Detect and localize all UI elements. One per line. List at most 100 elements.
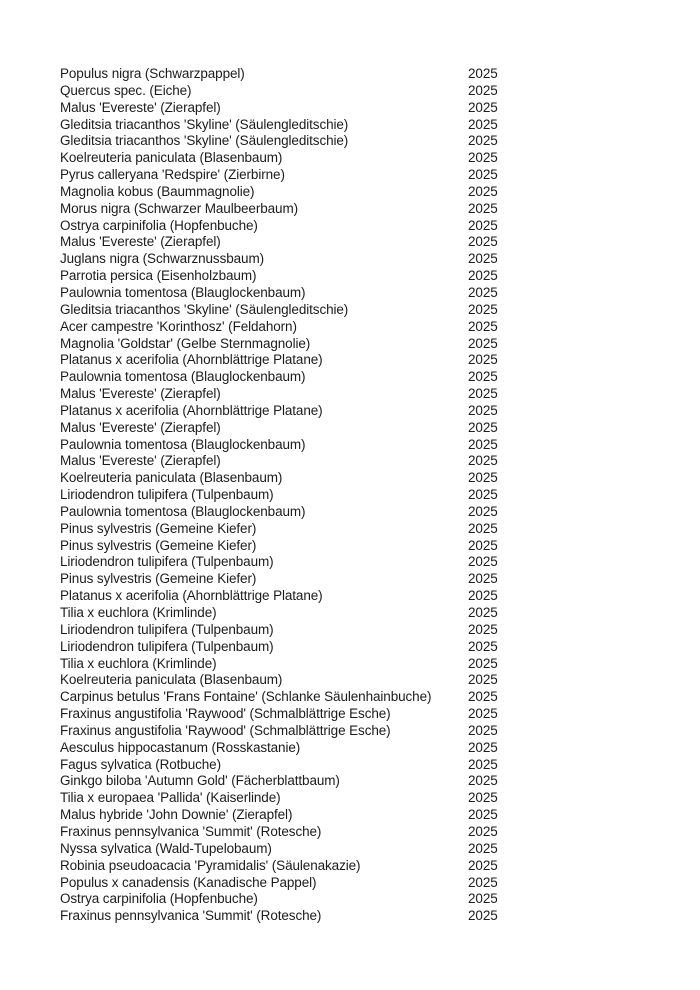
list-item: Pinus sylvestris (Gemeine Kiefer) 2025 (60, 538, 700, 555)
tree-name: Platanus x acerifolia (Ahornblättrige Pl… (60, 588, 323, 604)
tree-name: Paulownia tomentosa (Blauglockenbaum) (60, 369, 306, 385)
tree-name: Malus 'Evereste' (Zierapfel) (60, 419, 221, 435)
list-item: Paulownia tomentosa (Blauglockenbaum) 20… (60, 369, 700, 386)
tree-year: 2025 (468, 419, 498, 435)
list-item: Platanus x acerifolia (Ahornblättrige Pl… (60, 352, 700, 369)
tree-name: Tilia x euchlora (Krimlinde) (60, 605, 217, 620)
list-item: Magnolia kobus (Baummagnolie) 2025 (60, 184, 700, 201)
list-item: Tilia x euchlora (Krimlinde) 2025 (60, 605, 700, 622)
tree-year: 2025 (468, 82, 498, 98)
tree-year: 2025 (468, 621, 498, 637)
list-item: Fraxinus pennsylvanica 'Summit' (Rotesch… (60, 908, 700, 925)
tree-name: Platanus x acerifolia (Ahornblättrige Pl… (60, 402, 323, 418)
list-item: Pyrus calleryana 'Redspire' (Zierbirne) … (60, 167, 700, 184)
tree-year: 2025 (468, 183, 498, 199)
tree-year: 2025 (468, 470, 498, 486)
tree-name: Koelreuteria paniculata (Blasenbaum) (60, 470, 283, 486)
list-item: Parrotia persica (Eisenholzbaum) 2025 (60, 268, 700, 285)
tree-year: 2025 (468, 116, 498, 132)
tree-year: 2025 (468, 554, 498, 570)
list-item: Fraxinus angustifolia 'Raywood' (Schmalb… (60, 706, 700, 723)
list-item: Morus nigra (Schwarzer Maulbeerbaum) 202… (60, 201, 700, 218)
tree-year: 2025 (468, 66, 498, 81)
tree-name: Pinus sylvestris (Gemeine Kiefer) (60, 571, 257, 587)
tree-name: Ostrya carpinifolia (Hopfenbuche) (60, 891, 258, 907)
tree-year: 2025 (468, 571, 498, 587)
list-item: Liriodendron tulipifera (Tulpenbaum) 202… (60, 487, 700, 504)
tree-year: 2025 (468, 487, 498, 503)
tree-name: Aesculus hippocastanum (Rosskastanie) (60, 739, 301, 755)
list-item: Liriodendron tulipifera (Tulpenbaum) 202… (60, 639, 700, 656)
tree-year: 2025 (468, 402, 498, 418)
tree-name: Ostrya carpinifolia (Hopfenbuche) (60, 217, 258, 233)
tree-year: 2025 (468, 605, 498, 620)
tree-year: 2025 (468, 99, 498, 115)
tree-year: 2025 (468, 908, 498, 924)
tree-name: Fraxinus pennsylvanica 'Summit' (Rotesch… (60, 823, 322, 839)
list-item: Fagus sylvatica (Rotbuche) 2025 (60, 757, 700, 774)
tree-year: 2025 (468, 790, 498, 806)
tree-year: 2025 (468, 503, 498, 519)
tree-name: Koelreuteria paniculata (Blasenbaum) (60, 672, 283, 688)
tree-name: Robinia pseudoacacia 'Pyramidalis' (Säul… (60, 857, 361, 873)
tree-year: 2025 (468, 739, 498, 755)
list-item: Carpinus betulus 'Frans Fontaine' (Schla… (60, 689, 700, 706)
tree-year: 2025 (468, 167, 498, 183)
tree-name: Paulownia tomentosa (Blauglockenbaum) (60, 436, 306, 452)
tree-name: Juglans nigra (Schwarznussbaum) (60, 251, 264, 267)
tree-year: 2025 (468, 857, 498, 873)
tree-year: 2025 (468, 520, 498, 536)
tree-year: 2025 (468, 756, 498, 772)
tree-name: Koelreuteria paniculata (Blasenbaum) (60, 150, 283, 166)
list-item: Aesculus hippocastanum (Rosskastanie) 20… (60, 740, 700, 757)
tree-name: Pinus sylvestris (Gemeine Kiefer) (60, 520, 257, 536)
list-item: Pinus sylvestris (Gemeine Kiefer) 2025 (60, 571, 700, 588)
tree-list: Populus nigra (Schwarzpappel) 2025 Querc… (60, 66, 700, 925)
list-item: Nyssa sylvatica (Wald-Tupelobaum) 2025 (60, 841, 700, 858)
list-item: Malus 'Evereste' (Zierapfel) 2025 (60, 100, 700, 117)
tree-year: 2025 (468, 773, 498, 789)
tree-year: 2025 (468, 638, 498, 654)
tree-name: Malus 'Evereste' (Zierapfel) (60, 453, 221, 469)
list-item: Juglans nigra (Schwarznussbaum) 2025 (60, 251, 700, 268)
list-item: Ostrya carpinifolia (Hopfenbuche) 2025 (60, 891, 700, 908)
list-item: Populus x canadensis (Kanadische Pappel)… (60, 875, 700, 892)
tree-name: Gleditsia triacanthos 'Skyline' (Säuleng… (60, 133, 349, 149)
list-item: Tilia x europaea 'Pallida' (Kaiserlinde)… (60, 790, 700, 807)
list-item: Gleditsia triacanthos 'Skyline' (Säuleng… (60, 117, 700, 134)
tree-name: Morus nigra (Schwarzer Maulbeerbaum) (60, 200, 298, 216)
tree-name: Liriodendron tulipifera (Tulpenbaum) (60, 554, 274, 570)
list-item: Robinia pseudoacacia 'Pyramidalis' (Säul… (60, 858, 700, 875)
tree-name: Magnolia 'Goldstar' (Gelbe Sternmagnolie… (60, 335, 311, 351)
tree-year: 2025 (468, 335, 498, 351)
tree-year: 2025 (468, 386, 498, 402)
list-item: Ostrya carpinifolia (Hopfenbuche) 2025 (60, 218, 700, 235)
tree-year: 2025 (468, 891, 498, 907)
tree-name: Tilia x euchlora (Krimlinde) (60, 655, 217, 671)
tree-name: Liriodendron tulipifera (Tulpenbaum) (60, 638, 274, 654)
list-item: Tilia x euchlora (Krimlinde) 2025 (60, 656, 700, 673)
tree-name: Fagus sylvatica (Rotbuche) (60, 756, 221, 772)
tree-year: 2025 (468, 318, 498, 334)
list-item: Malus 'Evereste' (Zierapfel) 2025 (60, 420, 700, 437)
tree-year: 2025 (468, 689, 498, 705)
tree-year: 2025 (468, 369, 498, 385)
list-item: Malus hybride 'John Downie' (Zierapfel) … (60, 807, 700, 824)
tree-year: 2025 (468, 436, 498, 452)
tree-name: Quercus spec. (Eiche) (60, 82, 192, 98)
list-item: Koelreuteria paniculata (Blasenbaum) 202… (60, 150, 700, 167)
tree-name: Tilia x europaea 'Pallida' (Kaiserlinde) (60, 790, 281, 806)
tree-year: 2025 (468, 722, 498, 738)
tree-name: Pinus sylvestris (Gemeine Kiefer) (60, 537, 257, 553)
tree-name: Malus 'Evereste' (Zierapfel) (60, 234, 221, 250)
tree-name: Paulownia tomentosa (Blauglockenbaum) (60, 503, 306, 519)
list-item: Quercus spec. (Eiche) 2025 (60, 83, 700, 100)
list-item: Gleditsia triacanthos 'Skyline' (Säuleng… (60, 302, 700, 319)
list-item: Paulownia tomentosa (Blauglockenbaum) 20… (60, 437, 700, 454)
tree-name: Paulownia tomentosa (Blauglockenbaum) (60, 284, 306, 300)
tree-year: 2025 (468, 200, 498, 216)
tree-name: Malus 'Evereste' (Zierapfel) (60, 386, 221, 402)
list-item: Magnolia 'Goldstar' (Gelbe Sternmagnolie… (60, 336, 700, 353)
tree-year: 2025 (468, 453, 498, 469)
tree-name: Ginkgo biloba 'Autumn Gold' (Fächerblatt… (60, 773, 340, 789)
